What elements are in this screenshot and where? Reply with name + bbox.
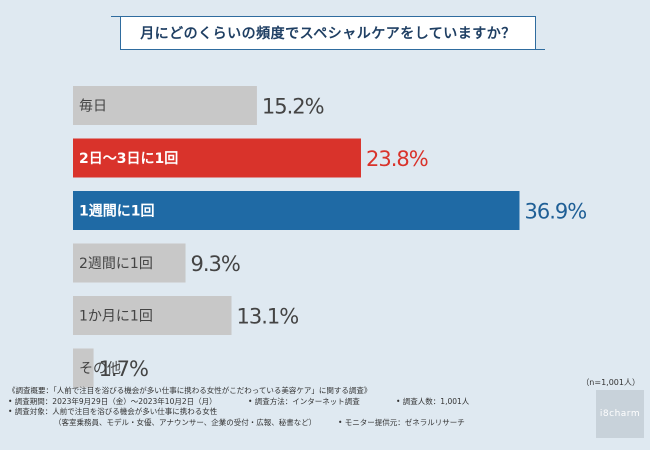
survey-name: 《調査概要：「人前で注目を浴びる機会が多い仕事に携わる女性がこだわっている美容ケ… — [8, 386, 372, 395]
category-label-0: 毎日 — [79, 99, 107, 115]
category-label-2: 1週間に1回 — [79, 204, 154, 220]
bar-5 — [73, 348, 94, 388]
value-label-4: 13.1% — [237, 305, 299, 329]
category-label-4: 1か月に1回 — [79, 309, 153, 325]
bar-3 — [73, 243, 186, 283]
survey-detail-row: （客室乗務員、モデル・女優、アナウンサー、企業の受付・広報、秘書など） • モニタ… — [8, 418, 598, 429]
survey-provider: • モニター提供元：ゼネラルリサーチ — [338, 417, 465, 427]
category-label-5: その他 — [79, 361, 121, 377]
chart-title: 月にどのくらいの頻度でスペシャルケアをしていますか？ — [111, 16, 545, 50]
bar-2 — [73, 191, 520, 230]
category-label-3: 2週間に1回 — [79, 256, 153, 272]
brand-logo: i8charm — [596, 390, 644, 438]
value-label-3: 9.3% — [191, 252, 240, 276]
survey-target: • 調査対象：人前で注目を浴びる機会が多い仕事に携わる女性 — [8, 407, 218, 416]
bar-4 — [73, 296, 232, 335]
sample-size-note: （n=1,001人） — [581, 378, 640, 387]
bar-1 — [73, 138, 361, 178]
survey-footer: 《調査概要：「人前で注目を浴びる機会が多い仕事に携わる女性がこだわっている美容ケ… — [8, 386, 598, 428]
survey-method: • 調査方法：インターネット調査 — [248, 396, 360, 406]
value-label-0: 15.2% — [262, 95, 324, 119]
survey-target-detail: （客室乗務員、モデル・女優、アナウンサー、企業の受付・広報、秘書など） — [54, 417, 317, 427]
value-label-1: 23.8% — [366, 147, 428, 171]
value-label-5: 1.7% — [99, 357, 148, 381]
survey-count: • 調査人数：1,001人 — [396, 396, 470, 406]
category-label-1: 2日〜3日に1回 — [79, 151, 178, 167]
survey-info-row: • 調査期間：2023年9月29日（金）〜2023年10月2日（月） • 調査方法… — [8, 397, 598, 408]
survey-period: • 調査期間：2023年9月29日（金）〜2023年10月2日（月） — [8, 396, 217, 406]
value-label-2: 36.9% — [524, 200, 586, 224]
bar-0 — [73, 86, 257, 125]
bar-chart: 毎日 15.2% 2日〜3日に1回 23.8% 1週間に1回 36.9% 2週間に1回 9.3… — [73, 86, 587, 388]
